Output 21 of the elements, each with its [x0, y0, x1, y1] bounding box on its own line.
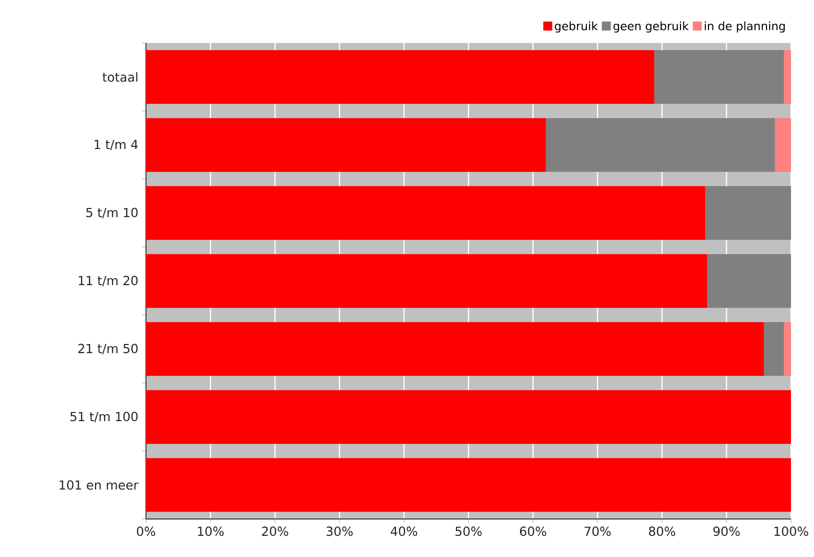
- x-tick-label: 10%: [198, 526, 224, 536]
- y-tick-label: 51 t/m 100: [70, 412, 138, 422]
- x-tick-label: 20%: [262, 526, 288, 536]
- y-tick-label: totaal: [102, 72, 138, 82]
- x-tick-label: 90%: [713, 526, 740, 536]
- x-tick-label: 30%: [326, 526, 353, 536]
- legend-label: gebruik: [554, 21, 598, 33]
- y-tick-label: 21 t/m 50: [78, 344, 138, 354]
- x-tick-label: 60%: [520, 526, 546, 536]
- x-tick-label: 0%: [136, 526, 156, 536]
- y-tick-label: 5 t/m 10: [86, 208, 138, 218]
- x-tick-label: 50%: [456, 526, 482, 536]
- x-tick-label: 70%: [584, 526, 611, 536]
- x-tick-label: 40%: [390, 526, 418, 536]
- legend-label: geen gebruik: [613, 21, 689, 33]
- legend-label: in de planning: [704, 21, 785, 33]
- x-tick-label: 100%: [774, 526, 808, 536]
- y-tick-label: 11 t/m 20: [78, 276, 138, 286]
- x-tick-label: 80%: [648, 526, 676, 536]
- y-tick-label: 101 en meer: [60, 480, 138, 490]
- y-tick-label: 1 t/m 4: [94, 140, 138, 150]
